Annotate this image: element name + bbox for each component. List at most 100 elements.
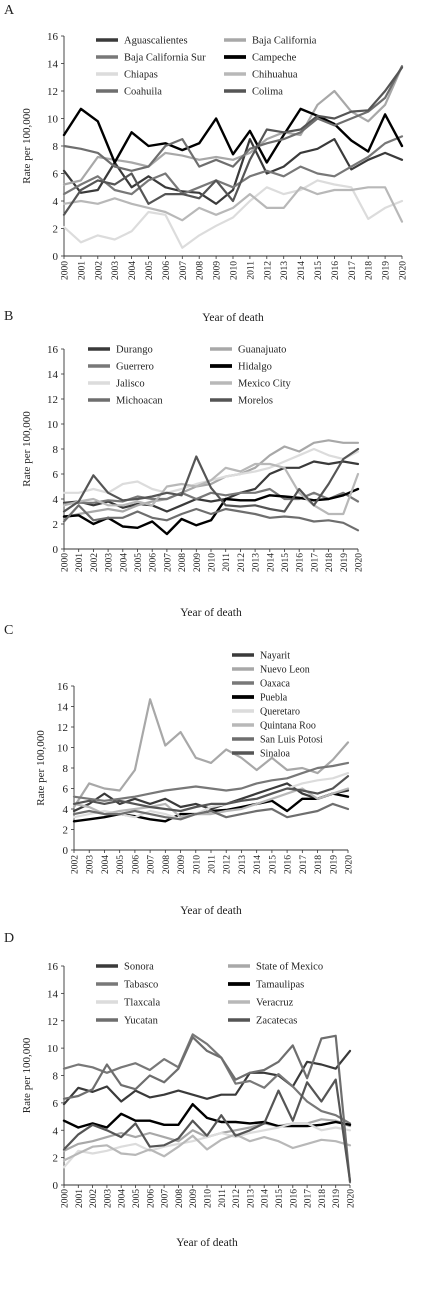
- x-tick-label: 2012: [263, 261, 273, 280]
- chart-panel-a: A 0 2 4 6 8 10 12 14 16 2000 2001 2002 2003 2004 2005 20…: [4, 3, 409, 324]
- y-tick-label: 2: [53, 519, 59, 531]
- x-tick-label: 2020: [355, 553, 365, 572]
- y-tick-label: 0: [53, 1180, 59, 1192]
- x-tick-label: 2006: [131, 855, 141, 874]
- chart-panel-b: B 0 2 4 6 8 10 12 14 16 2000 2001 2002 2003 2004 2005 20…: [4, 309, 365, 619]
- x-tick-label: 2004: [128, 261, 138, 280]
- x-tick-label: 2007: [179, 261, 189, 280]
- y-tick-label: 4: [53, 1125, 59, 1137]
- x-tick-label: 2019: [340, 553, 350, 572]
- legend-entry: Hidalgo: [238, 362, 272, 373]
- legend-entry: Mexico City: [238, 379, 292, 390]
- legend-entry: Sonora: [124, 962, 154, 973]
- series-line-guerrero: [62, 487, 360, 506]
- y-tick-label: 0: [63, 845, 69, 857]
- x-tick-label: 2006: [162, 261, 172, 280]
- x-tick-label: 2016: [284, 855, 294, 874]
- legend-entry: Queretaro: [260, 707, 300, 718]
- series-line-quintana-roo: [72, 787, 350, 819]
- x-tick-label: 2016: [289, 1189, 299, 1208]
- x-tick-label: 2011: [246, 261, 256, 280]
- x-tick-label: 2018: [365, 261, 375, 280]
- x-tick-label: 2019: [332, 1189, 342, 1208]
- y-tick-label: 10: [47, 114, 59, 126]
- x-tick-label: 2003: [111, 261, 121, 280]
- y-tick-label: 4: [53, 494, 59, 506]
- legend-entry: Baja California Sur: [124, 53, 206, 64]
- x-tick-label: 2009: [189, 1189, 199, 1208]
- x-tick-label: 2020: [399, 261, 409, 280]
- x-tick-label: 2015: [281, 553, 291, 572]
- series-line-morelos: [62, 447, 360, 513]
- x-tick-label: 2000: [61, 553, 71, 572]
- x-axis-title: Year of death: [180, 905, 242, 917]
- x-tick-label: 2006: [149, 553, 159, 572]
- x-tick-label: 2004: [119, 553, 129, 572]
- x-tick-label: 2013: [238, 855, 248, 874]
- series-line-yucatan: [62, 1034, 352, 1184]
- y-tick-label: 14: [47, 369, 59, 381]
- legend-entry: Nayarit: [260, 651, 290, 662]
- series-line-michoacan: [62, 504, 360, 532]
- y-tick-label: 16: [47, 31, 59, 43]
- x-tick-label: 2000: [61, 1189, 71, 1208]
- legend-entry: Michoacan: [116, 396, 163, 407]
- x-tick-label: 2019: [382, 261, 392, 280]
- series-line-baja-california: [62, 65, 404, 186]
- y-tick-label: 8: [63, 763, 69, 775]
- series-line-veracruz: [62, 1133, 352, 1162]
- x-tick-label: 2003: [103, 1189, 113, 1208]
- y-tick-label: 10: [47, 419, 59, 431]
- series-line-coahuila: [62, 65, 404, 172]
- y-tick-label: 8: [53, 1071, 59, 1083]
- chart-panel-d: D 0 2 4 6 8 10 12 14 16 2000 2001 2002 2003 2004 2005 20…: [4, 931, 357, 1249]
- series-line-baja-california-sur: [62, 135, 404, 196]
- x-tick-label: 2013: [252, 553, 262, 572]
- x-tick-label: 2017: [348, 261, 358, 280]
- x-tick-label: 2008: [162, 855, 172, 874]
- x-tick-label: 2009: [213, 261, 223, 280]
- x-tick-label: 2014: [297, 261, 307, 280]
- legend-entry: Chiapas: [124, 70, 158, 81]
- x-tick-label: 2014: [253, 855, 263, 874]
- y-tick-label: 4: [53, 196, 59, 208]
- x-tick-label: 2018: [325, 553, 335, 572]
- x-tick-label: 2002: [71, 855, 81, 874]
- series-line-san-luis-potosi: [72, 802, 350, 821]
- series-line-hidalgo: [62, 487, 360, 536]
- y-tick-label: 12: [47, 394, 58, 406]
- panel-label: B: [4, 309, 13, 324]
- x-tick-label: 2019: [329, 855, 339, 874]
- x-tick-label: 2017: [304, 1189, 314, 1208]
- y-tick-label: 8: [53, 444, 59, 456]
- x-tick-label: 2011: [218, 1189, 228, 1208]
- legend-entry: Morelos: [238, 396, 273, 407]
- y-tick-label: 4: [63, 804, 69, 816]
- x-tick-label: 2002: [90, 553, 100, 572]
- x-tick-label: 2002: [89, 1189, 99, 1208]
- series-line-tlaxcala: [62, 1122, 352, 1169]
- x-tick-label: 2007: [163, 553, 173, 572]
- x-tick-label: 2010: [230, 261, 240, 280]
- x-tick-label: 2015: [275, 1189, 285, 1208]
- legend-entry: Aguascalientes: [124, 36, 188, 47]
- panel-label: C: [4, 623, 13, 638]
- x-tick-label: 2004: [101, 855, 111, 874]
- x-tick-label: 2016: [296, 553, 306, 572]
- series-line-oaxaca: [72, 761, 350, 802]
- legend-entry: Veracruz: [256, 998, 294, 1009]
- legend-entry: Zacatecas: [256, 1016, 297, 1027]
- x-tick-label: 2014: [266, 553, 276, 572]
- x-tick-label: 2008: [178, 553, 188, 572]
- y-tick-label: 14: [47, 988, 59, 1000]
- chart-panel-c: C 0 2 4 6 8 10 12 14 16 2002 2003 2004 2005 2006 2007 20…: [4, 623, 355, 917]
- x-tick-label: 2000: [61, 261, 71, 280]
- x-tick-label: 2017: [299, 855, 309, 874]
- x-tick-label: 2012: [232, 1189, 242, 1208]
- y-tick-label: 14: [57, 702, 69, 714]
- x-tick-label: 2013: [280, 261, 290, 280]
- x-tick-label: 2003: [105, 553, 115, 572]
- y-tick-label: 6: [53, 469, 59, 481]
- x-tick-label: 2012: [223, 855, 233, 874]
- legend-entry: Baja California: [252, 36, 317, 47]
